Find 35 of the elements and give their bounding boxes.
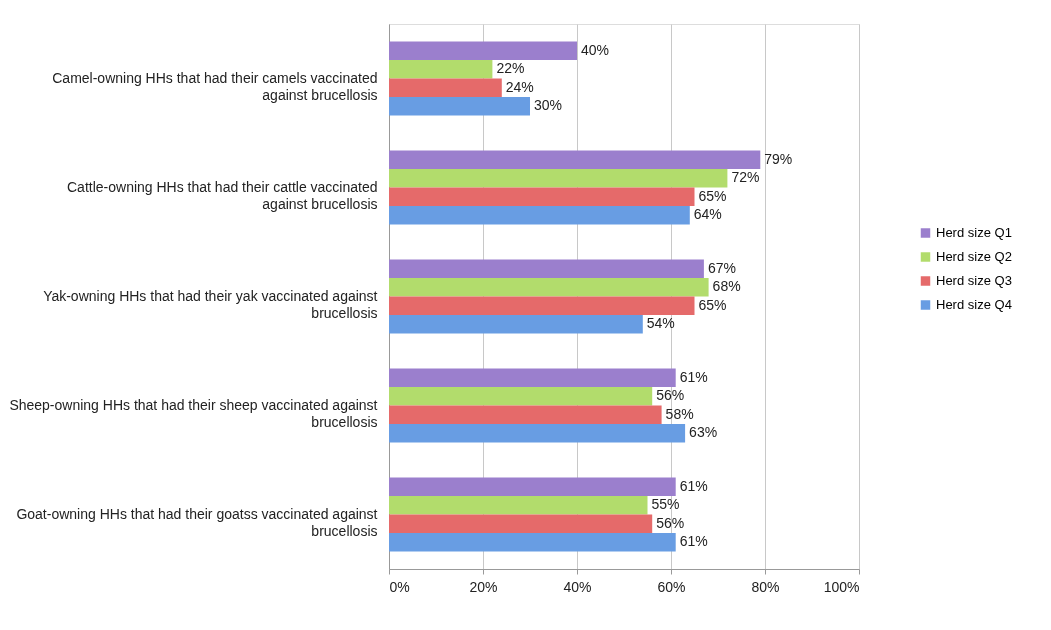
x-tick-label: 80% (751, 578, 780, 595)
data-label: 63% (689, 424, 718, 441)
data-label: 79% (764, 150, 793, 167)
y-tick-label: Goat-owning HHs that had their goatss vaccinated against brucellosis (16, 505, 378, 539)
x-tick-label: 100% (823, 578, 860, 595)
data-label: 65% (698, 187, 727, 204)
data-label: 40% (581, 41, 610, 58)
data-label: 54% (646, 315, 675, 332)
x-tick-label: 0% (389, 578, 410, 595)
legend-label: Herd size Q1 (936, 225, 1012, 240)
data-label: 56% (656, 387, 685, 404)
legend-label: Herd size Q2 (936, 249, 1012, 264)
x-tick-label: 60% (657, 578, 686, 595)
data-label: 72% (731, 169, 760, 186)
y-tick-label: Sheep-owning HHs that had their sheep vaccinated against brucellosis (9, 396, 378, 430)
data-label: 24% (505, 78, 534, 95)
data-label: 58% (665, 405, 694, 422)
data-label: 56% (656, 514, 685, 531)
data-label: 22% (496, 60, 525, 77)
data-label: 61% (679, 533, 708, 550)
data-label: 61% (679, 477, 708, 494)
data-label: 65% (698, 296, 727, 313)
data-label: 64% (693, 206, 722, 223)
data-label: 68% (712, 278, 741, 295)
data-label: 61% (679, 368, 708, 385)
legend-label: Herd size Q3 (936, 273, 1012, 288)
x-tick-label: 20% (469, 578, 498, 595)
data-label: 67% (707, 259, 736, 276)
data-label: 30% (534, 97, 563, 114)
y-tick-label: Yak-owning HHs that had their yak vaccinated against brucellosis (43, 287, 378, 321)
legend-label: Herd size Q4 (936, 297, 1012, 312)
y-tick-label: Cattle-owning HHs that had their cattle vaccinated against brucellosis (67, 178, 378, 212)
x-tick-label: 40% (563, 578, 592, 595)
y-tick-label: Camel-owning HHs that had their camels vaccinated against brucellosis (52, 69, 378, 103)
data-label: 55% (651, 496, 680, 513)
